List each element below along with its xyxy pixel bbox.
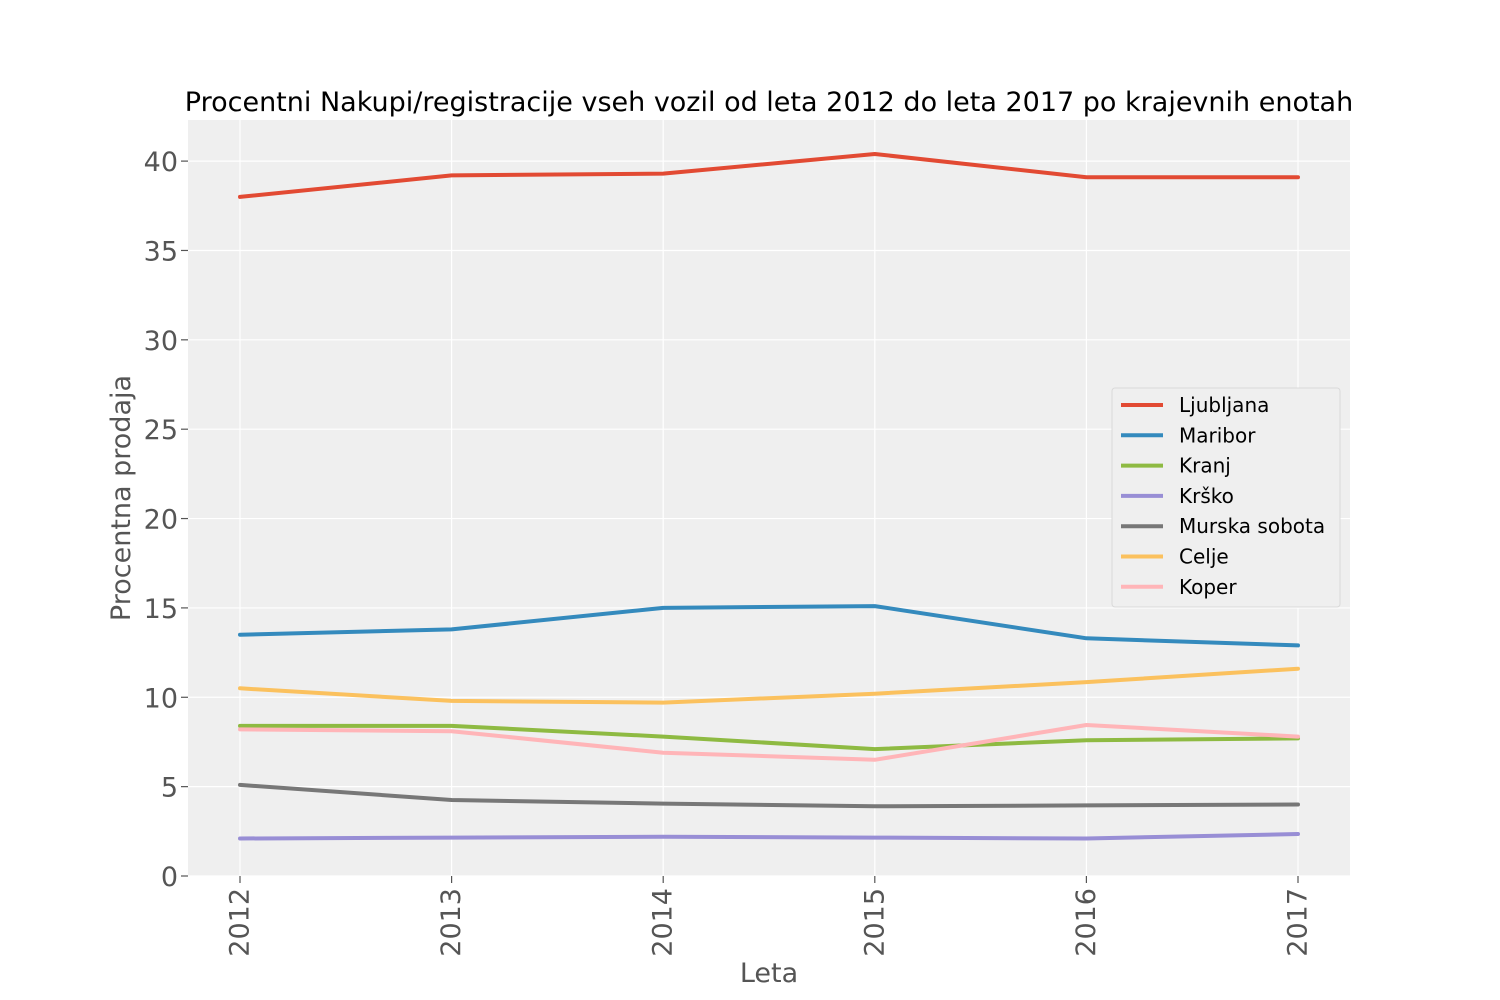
y-tick-label: 0 bbox=[161, 862, 178, 893]
y-tick-label: 25 bbox=[144, 415, 178, 446]
x-tick-label: 2016 bbox=[1071, 888, 1102, 957]
series-line-kranj bbox=[238, 723, 1300, 752]
series-line-maribor bbox=[238, 604, 1300, 648]
y-tick-label: 15 bbox=[144, 594, 178, 625]
y-tick-label: 20 bbox=[144, 505, 178, 536]
series-line-celje bbox=[238, 666, 1300, 705]
y-axis-label: Procentna prodaja bbox=[106, 375, 137, 621]
series-lines bbox=[238, 152, 1300, 841]
y-axis-ticks: 0 5 10 15 20 25 30 35 40 bbox=[144, 147, 188, 893]
series-line-krško bbox=[238, 832, 1300, 841]
x-tick-label: 2013 bbox=[436, 888, 467, 957]
x-tick-label: 2012 bbox=[225, 888, 256, 957]
legend-label: Celje bbox=[1179, 545, 1229, 569]
legend-label: Kranj bbox=[1179, 454, 1231, 478]
y-tick-label: 10 bbox=[144, 683, 178, 714]
legend-label: Koper bbox=[1179, 575, 1237, 599]
legend-label: Maribor bbox=[1179, 423, 1256, 447]
y-tick-label: 35 bbox=[144, 236, 178, 267]
series-line-murska-sobota bbox=[238, 782, 1300, 809]
x-axis-label: Leta bbox=[740, 958, 798, 989]
legend-label: Murska sobota bbox=[1179, 514, 1325, 538]
x-tick-label: 2015 bbox=[859, 888, 890, 957]
legend: Ljubljana Maribor Kranj Krško Murska sobota C… bbox=[1111, 387, 1341, 608]
legend-label: Krško bbox=[1179, 484, 1234, 508]
legend-box bbox=[1111, 387, 1341, 608]
y-tick-label: 30 bbox=[144, 326, 178, 357]
y-tick-label: 5 bbox=[161, 773, 178, 804]
chart-title: Procentni Nakupi/registracije vseh vozil… bbox=[185, 87, 1353, 118]
series-line-ljubljana bbox=[238, 152, 1300, 199]
legend-items: Ljubljana Maribor Kranj Krško Murska sobota C… bbox=[1121, 393, 1325, 599]
series-line-koper bbox=[238, 723, 1300, 762]
x-tick-label: 2017 bbox=[1283, 888, 1314, 957]
x-tick-label: 2014 bbox=[648, 888, 679, 957]
legend-label: Ljubljana bbox=[1179, 393, 1269, 417]
x-axis-ticks: 2012 2013 2014 2015 2016 2017 bbox=[225, 876, 1314, 957]
y-tick-label: 40 bbox=[144, 147, 178, 178]
